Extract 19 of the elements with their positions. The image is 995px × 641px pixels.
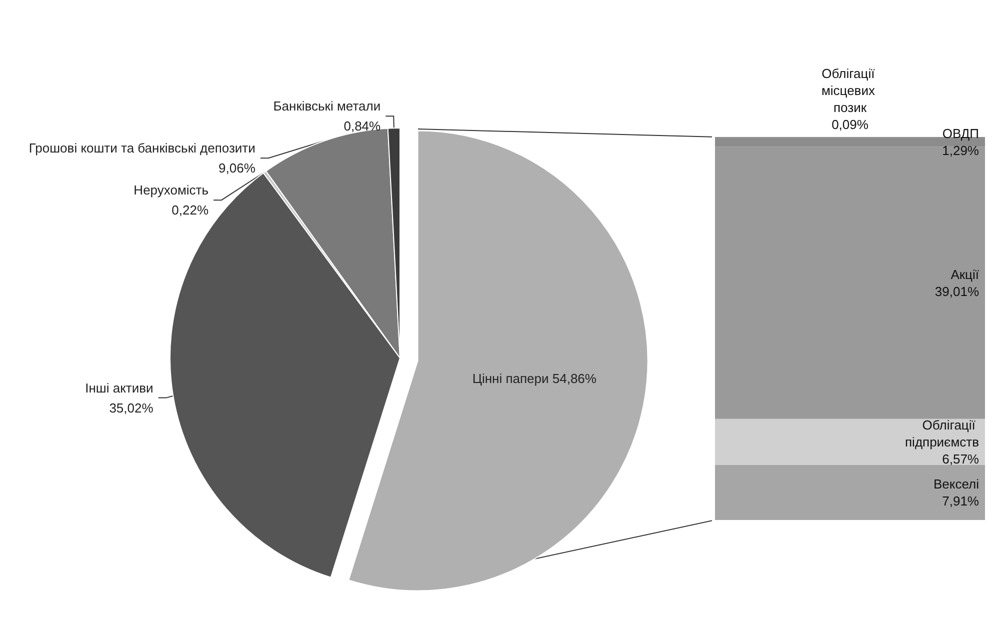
data-label: 6,57%	[942, 451, 980, 466]
slice-label: Банківські метали	[273, 98, 381, 114]
series-label: Векселі	[933, 476, 980, 492]
slice-label: Грошові кошти та банківські депозити	[28, 140, 256, 156]
data-label: 0,84%	[344, 118, 382, 134]
series-label: Облігації підприємств	[905, 417, 980, 450]
series-label: Акції	[950, 266, 980, 282]
data-label: 35,02%	[109, 400, 154, 416]
data-label: 1,29%	[942, 143, 980, 158]
data-label: 9,06%	[218, 160, 256, 176]
series-label: Облігації місцевих позик	[821, 66, 879, 115]
data-label: 0,22%	[172, 202, 209, 218]
data-label: 0,09%	[832, 117, 869, 132]
series-label: ОВДП	[942, 126, 979, 142]
slice-label: Цінні папери 54,86%	[472, 371, 597, 386]
data-label: 7,91%	[942, 493, 980, 508]
slice-label: Інші активи	[85, 380, 154, 396]
data-label: 39,01%	[934, 284, 980, 299]
slice-label: Нерухомість	[134, 182, 209, 198]
